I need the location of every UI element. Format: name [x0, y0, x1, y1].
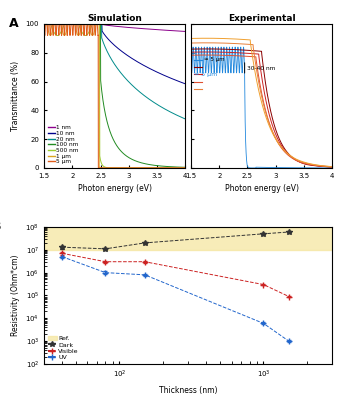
Text: ≈ 5 μm: ≈ 5 μm [204, 58, 225, 62]
X-axis label: Photon energy (eV): Photon energy (eV) [78, 184, 152, 193]
Text: B: B [0, 220, 2, 233]
Text: ≈ 5 μm: ≈ 5 μm [194, 72, 217, 77]
X-axis label: Thickness (nm): Thickness (nm) [159, 386, 217, 395]
Title: Experimental: Experimental [228, 14, 295, 23]
Legend: 1 nm, 10 nm, 20 nm, 100 nm, 500 nm, 1 μm, 5 μm: 1 nm, 10 nm, 20 nm, 100 nm, 500 nm, 1 μm… [47, 125, 79, 165]
Y-axis label: Transmittance (%): Transmittance (%) [11, 61, 20, 131]
Y-axis label: Resistivity (Ohm*cm): Resistivity (Ohm*cm) [11, 255, 20, 336]
Title: Simulation: Simulation [87, 14, 142, 23]
Text: A: A [9, 17, 18, 30]
Text: 30-40 nm: 30-40 nm [247, 66, 276, 71]
Legend: Ref., Dark, Visible, UV: Ref., Dark, Visible, UV [47, 335, 80, 361]
X-axis label: Photon energy (eV): Photon energy (eV) [225, 184, 299, 193]
